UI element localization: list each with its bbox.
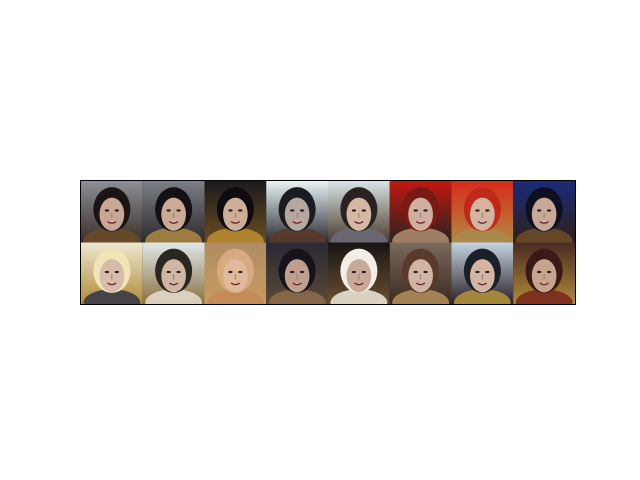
- right-eye: [361, 270, 366, 274]
- right-eye: [423, 270, 428, 274]
- mouth: [539, 221, 549, 224]
- right-eye: [238, 270, 243, 274]
- mouth: [230, 221, 241, 224]
- left-eye: [166, 209, 171, 212]
- left-eye: [475, 270, 480, 274]
- left-eye: [104, 209, 110, 212]
- face-tile: [451, 181, 514, 255]
- mouth: [292, 221, 302, 224]
- left-eye: [166, 270, 171, 274]
- mouth: [477, 221, 488, 224]
- face-tile: [451, 242, 514, 304]
- right-eye: [546, 209, 552, 212]
- face-tile: [513, 242, 575, 304]
- left-eye: [104, 270, 110, 274]
- right-eye: [114, 209, 119, 212]
- clothing: [392, 289, 450, 304]
- face-tile: [204, 242, 267, 304]
- right-eye: [361, 209, 366, 212]
- mouth: [415, 282, 426, 286]
- right-eye: [114, 270, 119, 274]
- left-eye: [290, 270, 295, 274]
- mouth: [354, 282, 364, 286]
- clothing: [515, 289, 573, 304]
- face-tile: [328, 242, 390, 304]
- right-eye: [485, 209, 490, 212]
- left-eye: [537, 270, 542, 274]
- clothing: [206, 289, 264, 304]
- clothing: [268, 289, 326, 304]
- right-eye: [299, 270, 305, 274]
- mouth: [168, 221, 179, 224]
- clothing: [453, 289, 511, 304]
- right-eye: [546, 270, 552, 274]
- clothing: [83, 289, 141, 304]
- left-eye: [413, 209, 418, 212]
- right-eye: [176, 270, 181, 274]
- mouth: [230, 282, 241, 286]
- face-tile: [266, 242, 328, 304]
- face-image-grid: [80, 180, 576, 305]
- mouth: [415, 221, 426, 224]
- left-eye: [290, 209, 295, 212]
- mouth: [107, 221, 117, 224]
- right-eye: [485, 270, 490, 274]
- left-eye: [351, 270, 357, 274]
- left-eye: [475, 209, 480, 212]
- face-tile: [389, 242, 452, 304]
- left-eye: [413, 270, 418, 274]
- face-tile: [142, 181, 205, 255]
- face-tile: [204, 181, 267, 255]
- mouth: [292, 282, 302, 286]
- face-tile: [142, 242, 205, 304]
- left-eye: [351, 209, 357, 212]
- mouth: [168, 282, 179, 286]
- right-eye: [423, 209, 428, 212]
- face-tile: [81, 242, 143, 304]
- mouth: [477, 282, 488, 286]
- right-eye: [299, 209, 305, 212]
- left-eye: [228, 209, 233, 212]
- right-eye: [176, 209, 181, 212]
- image-grid-svg: [81, 181, 575, 304]
- clothing: [330, 289, 388, 304]
- right-eye: [238, 209, 243, 212]
- mouth: [354, 221, 364, 224]
- mouth: [539, 282, 549, 286]
- mouth: [107, 282, 117, 286]
- left-eye: [537, 209, 542, 212]
- clothing: [145, 289, 203, 304]
- left-eye: [228, 270, 233, 274]
